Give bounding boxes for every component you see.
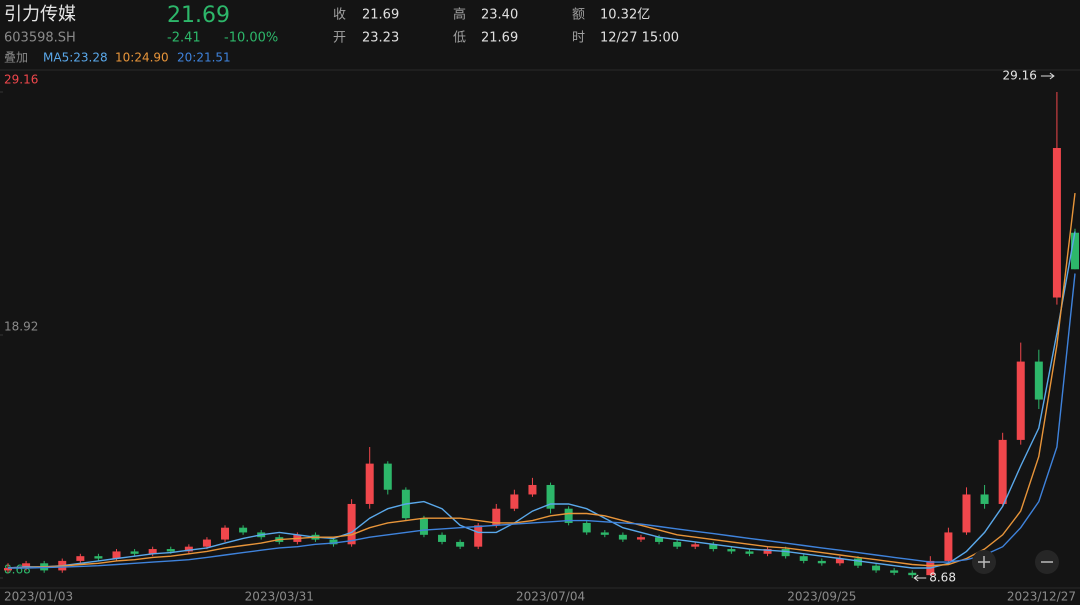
- candle-body: [1016, 361, 1025, 440]
- change-pct: -10.00%: [224, 31, 278, 46]
- candle-body: [600, 532, 609, 535]
- candle-body: [745, 551, 754, 554]
- x-tick-label: 2023/03/31: [245, 590, 314, 604]
- candle-body: [419, 518, 428, 535]
- max-arrow-head: [1049, 72, 1055, 80]
- y-tick-label: 18.92: [4, 320, 38, 334]
- ma-line: [8, 273, 1076, 569]
- candle-body: [890, 570, 899, 573]
- max-label: 29.16: [1003, 69, 1037, 83]
- candle-body: [456, 541, 465, 547]
- stat-label: 额: [572, 8, 585, 23]
- candle-body: [817, 560, 826, 564]
- candle-body: [166, 549, 175, 552]
- stat-value: 21.69: [481, 31, 518, 46]
- price: 21.69: [167, 3, 230, 28]
- candle-body: [474, 525, 483, 547]
- ma-line: [7, 193, 1076, 569]
- stat-value: 10.32亿: [600, 8, 650, 23]
- candle-body: [329, 539, 338, 545]
- stock-code: 603598.SH: [4, 31, 76, 46]
- candle-body: [221, 527, 230, 540]
- candle-body: [980, 494, 989, 504]
- candle-body: [510, 494, 519, 509]
- x-tick-label: 2023/12/27: [1007, 590, 1076, 604]
- stat-label: 收: [333, 8, 346, 23]
- candle-body: [492, 508, 501, 526]
- candle-body: [1071, 232, 1079, 270]
- candle-body: [673, 541, 682, 547]
- stat-value: 21.69: [362, 8, 399, 23]
- candle-body: [148, 549, 157, 554]
- stat-value: 23.40: [481, 8, 518, 23]
- candle-body: [130, 551, 139, 554]
- min-label: 8.68: [929, 571, 956, 585]
- candle-body: [564, 508, 573, 523]
- candle-body: [347, 503, 356, 545]
- legend-entry: MA5:23.28: [43, 51, 108, 65]
- stock-name: 引力传媒: [4, 4, 76, 25]
- x-tick-label: 2023/09/25: [787, 590, 856, 604]
- candle-body: [835, 558, 844, 564]
- x-tick-label: 2023/01/03: [4, 590, 73, 604]
- candle-body: [962, 494, 971, 533]
- candle-body: [727, 549, 736, 552]
- candle-body: [781, 549, 790, 557]
- candle-body: [691, 544, 700, 547]
- candle-body: [582, 522, 591, 533]
- candle-body: [636, 537, 645, 540]
- candle-body: [1052, 148, 1061, 298]
- change: -2.41: [167, 31, 201, 46]
- legend-entry: 10:24.90: [115, 51, 169, 65]
- ma-line: [7, 231, 1076, 569]
- candle-body: [944, 532, 953, 561]
- overlay-button[interactable]: 叠加: [4, 51, 28, 65]
- candle-body: [799, 556, 808, 561]
- stat-label: 低: [453, 31, 466, 46]
- candle-body: [853, 558, 862, 566]
- candle-body: [365, 463, 374, 504]
- zoom-out[interactable]: [1035, 550, 1059, 574]
- candle-body: [528, 484, 537, 495]
- legend-entry: 20:21.51: [177, 51, 231, 65]
- stat-value: 12/27 15:00: [600, 31, 679, 46]
- x-tick-label: 2023/07/04: [516, 590, 585, 604]
- candle-body: [239, 527, 248, 533]
- stat-value: 23.23: [362, 31, 399, 46]
- candle-body: [546, 484, 555, 509]
- candle-body: [709, 544, 718, 550]
- candle-body: [94, 556, 103, 559]
- stat-label: 开: [333, 31, 346, 46]
- candle-body: [202, 539, 211, 547]
- candle-body: [998, 439, 1007, 504]
- candle-body: [763, 549, 772, 554]
- stat-label: 高: [453, 7, 466, 23]
- stat-label: 时: [572, 31, 585, 46]
- candle-body: [112, 551, 121, 559]
- candle-body: [4, 568, 12, 571]
- candle-body: [22, 563, 31, 569]
- min-arrow-head: [913, 574, 919, 582]
- candle-body: [908, 572, 917, 576]
- candle-body: [618, 534, 627, 540]
- candle-body: [76, 556, 85, 561]
- candle-body: [1034, 361, 1043, 400]
- candle-body: [184, 546, 193, 552]
- candle-body: [872, 565, 881, 571]
- candle-body: [655, 537, 664, 542]
- zoom-in[interactable]: [972, 550, 996, 574]
- candle-body: [383, 463, 392, 490]
- y-tick-label: 29.16: [4, 73, 38, 87]
- candle-body: [438, 534, 447, 542]
